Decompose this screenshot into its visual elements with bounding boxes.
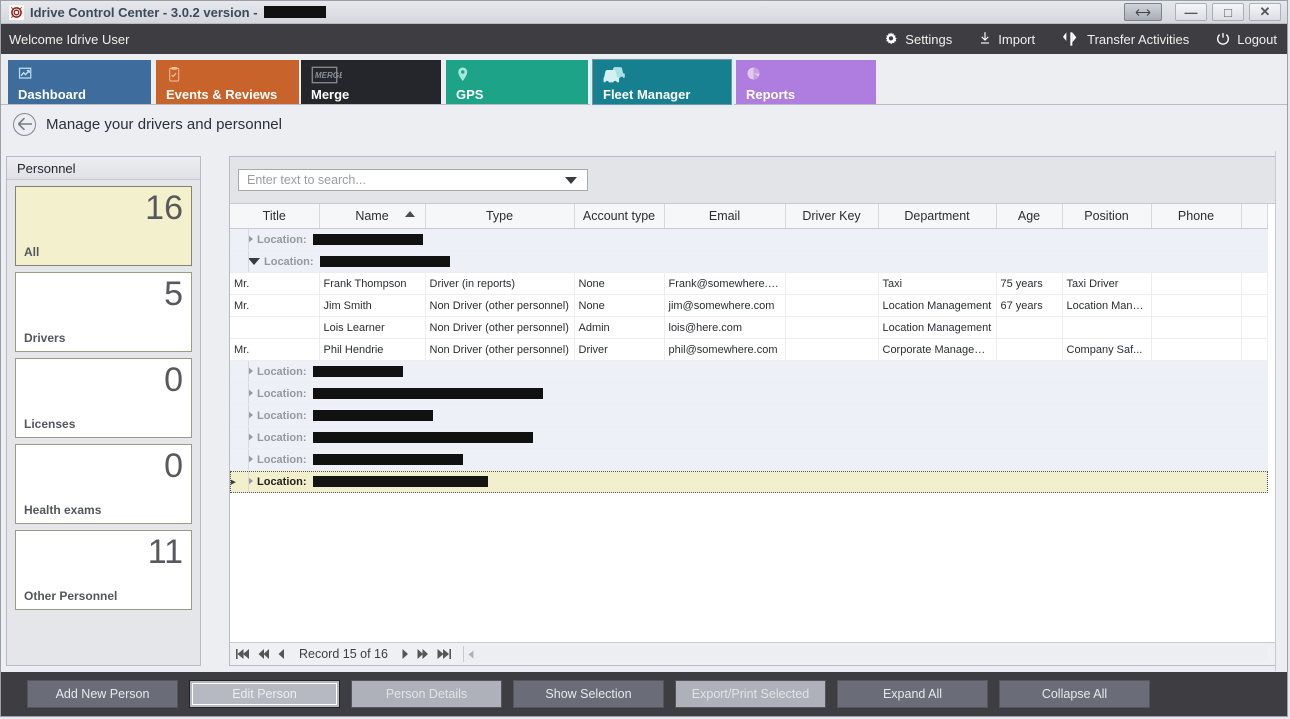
- svg-text:MERGE: MERGE: [315, 71, 342, 80]
